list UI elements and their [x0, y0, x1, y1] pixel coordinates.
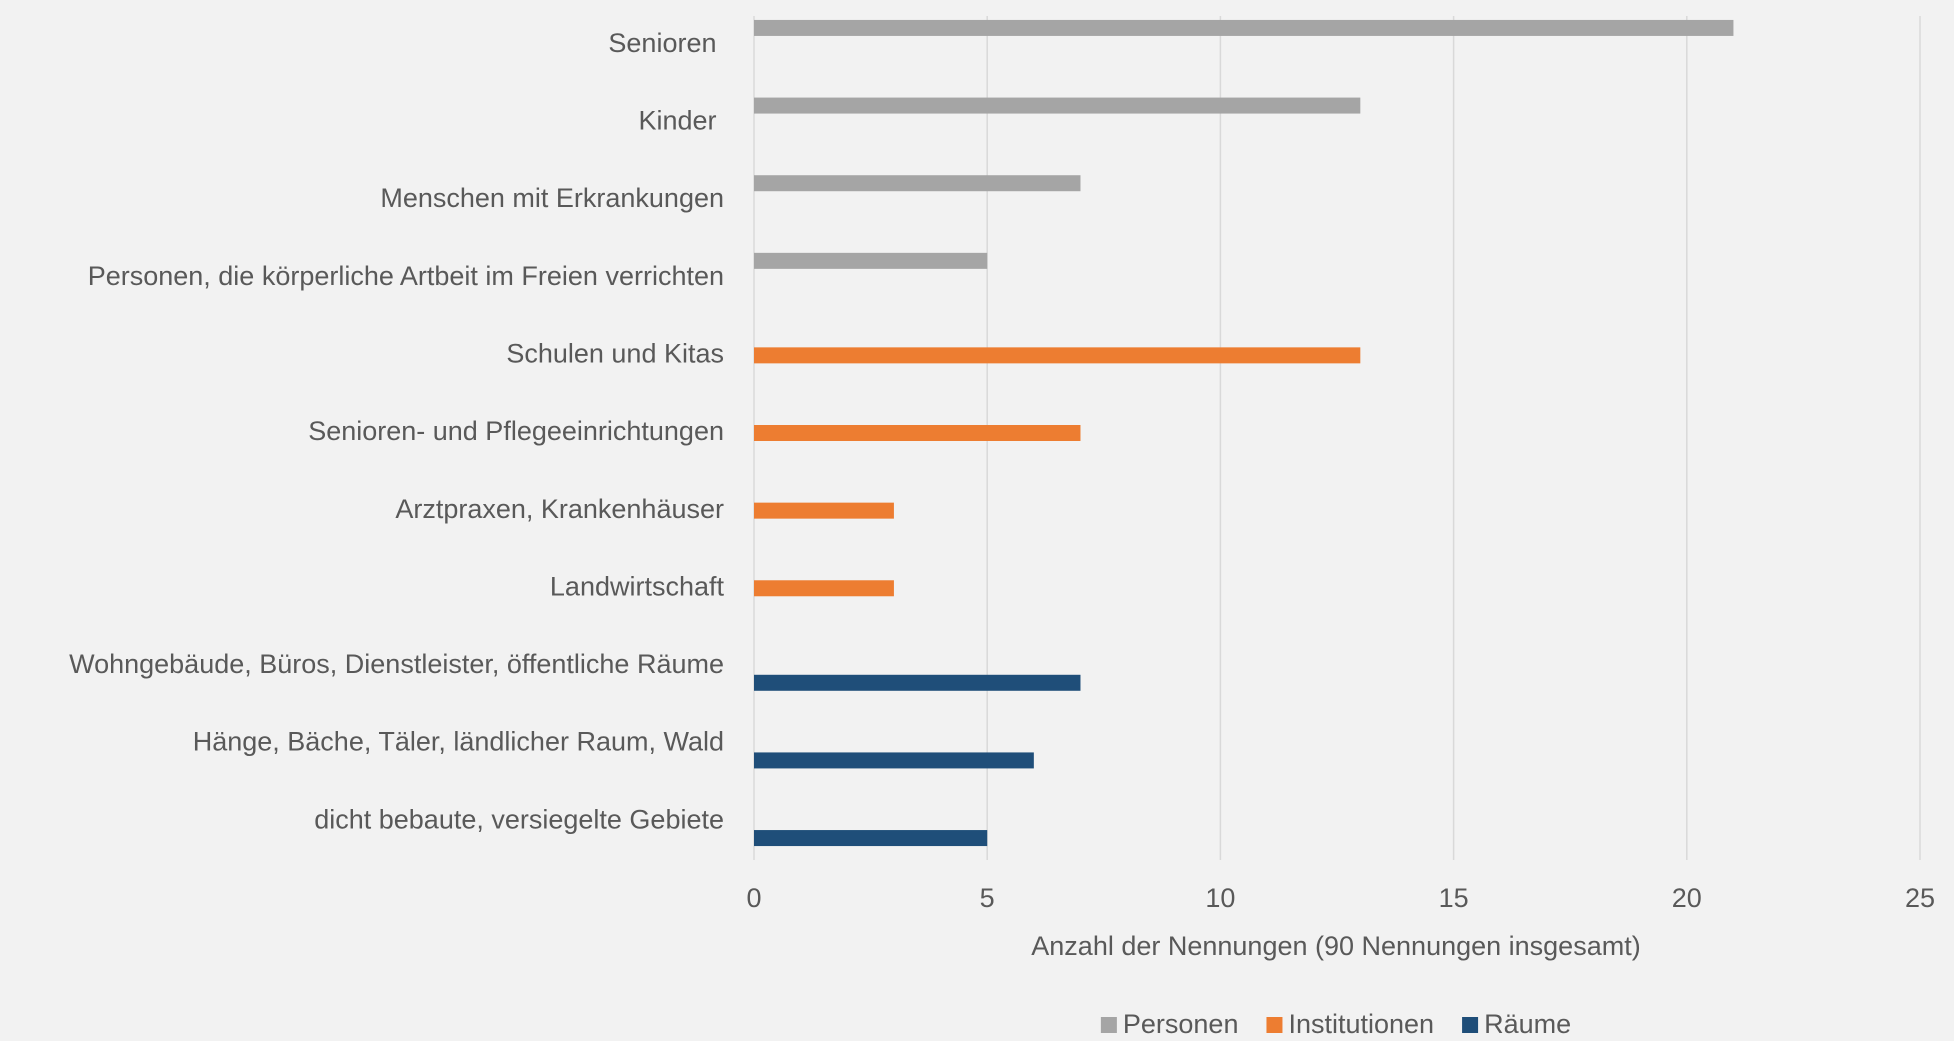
bar — [754, 674, 1081, 691]
x-tick-label: 15 — [1439, 883, 1469, 913]
bar — [754, 830, 988, 847]
y-tick-label: Schulen und Kitas — [506, 338, 724, 368]
y-tick-label: Hänge, Bäche, Täler, ländlicher Raum, Wa… — [193, 727, 724, 757]
x-tick-label: 20 — [1672, 883, 1702, 913]
legend-swatch — [1266, 1017, 1283, 1033]
bar — [754, 580, 894, 597]
legend-label: Räume — [1484, 1009, 1571, 1039]
y-tick-label: Wohngebäude, Büros, Dienstleister, öffen… — [69, 649, 724, 679]
y-tick-label: Senioren- und Pflegeeinrichtungen — [308, 416, 724, 446]
bar — [754, 175, 1081, 192]
y-tick-label: Menschen mit Erkrankungen — [380, 183, 724, 213]
y-tick-label: Personen, die körperliche Artbeit im Fre… — [88, 261, 724, 291]
x-axis-title: Anzahl der Nennungen (90 Nennungen insge… — [1031, 931, 1640, 961]
y-tick-label: Landwirtschaft — [550, 571, 725, 601]
legend-swatch — [1462, 1017, 1479, 1033]
bar — [754, 252, 988, 269]
y-tick-label: dicht bebaute, versiegelte Gebiete — [314, 804, 724, 834]
y-tick-label: Arztpraxen, Krankenhäuser — [395, 494, 724, 524]
legend-label: Institutionen — [1288, 1009, 1434, 1039]
legend-swatch — [1100, 1017, 1117, 1033]
bar — [754, 502, 894, 519]
bar — [754, 97, 1361, 114]
bar — [754, 19, 1734, 36]
y-tick-label: Senioren — [608, 28, 724, 58]
bar — [754, 425, 1081, 441]
legend-label: Personen — [1123, 1009, 1239, 1039]
x-tick-label: 25 — [1905, 883, 1935, 913]
bar — [754, 347, 1361, 364]
x-tick-label: 10 — [1205, 883, 1235, 913]
bar — [754, 752, 1034, 769]
x-tick-label: 5 — [980, 883, 995, 913]
y-tick-label: Kinder — [638, 106, 724, 136]
x-tick-label: 0 — [746, 883, 761, 913]
